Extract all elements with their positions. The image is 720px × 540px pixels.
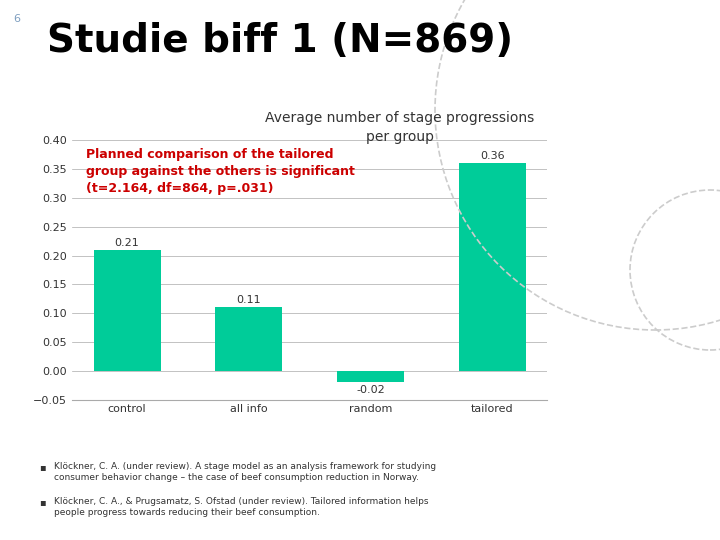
Text: Average number of stage progressions
per group: Average number of stage progressions per… (265, 111, 534, 144)
Bar (459, 164, 526, 371)
Text: 0.11: 0.11 (236, 295, 261, 305)
Text: ▪: ▪ (40, 462, 46, 472)
Text: Klöckner, C. A. (under review). A stage model as an analysis framework for study: Klöckner, C. A. (under review). A stage … (54, 462, 436, 482)
Text: Studie biff 1 (N=869): Studie biff 1 (N=869) (47, 22, 513, 59)
Text: 6: 6 (13, 14, 20, 24)
Text: 0.21: 0.21 (114, 238, 140, 247)
Text: 0.36: 0.36 (480, 151, 505, 161)
Bar (94, 250, 161, 371)
Text: Klöckner, C. A., & Prugsamatz, S. Ofstad (in prep). Effects of tailored informat: Klöckner, C. A., & Prugsamatz, S. Ofstad… (68, 516, 420, 535)
Text: www.nthu.no: www.nthu.no (13, 521, 91, 530)
Text: Planned comparison of the tailored
group against the others is significant
(t=2.: Planned comparison of the tailored group… (86, 148, 355, 195)
Text: Klöckner, C. A., & Prugsamatz, S. Ofstad (under review). Tailored information he: Klöckner, C. A., & Prugsamatz, S. Ofstad… (54, 497, 428, 517)
Text: ▪: ▪ (40, 497, 46, 507)
Bar (215, 307, 282, 371)
Bar (337, 371, 404, 382)
Text: -0.02: -0.02 (356, 384, 384, 395)
